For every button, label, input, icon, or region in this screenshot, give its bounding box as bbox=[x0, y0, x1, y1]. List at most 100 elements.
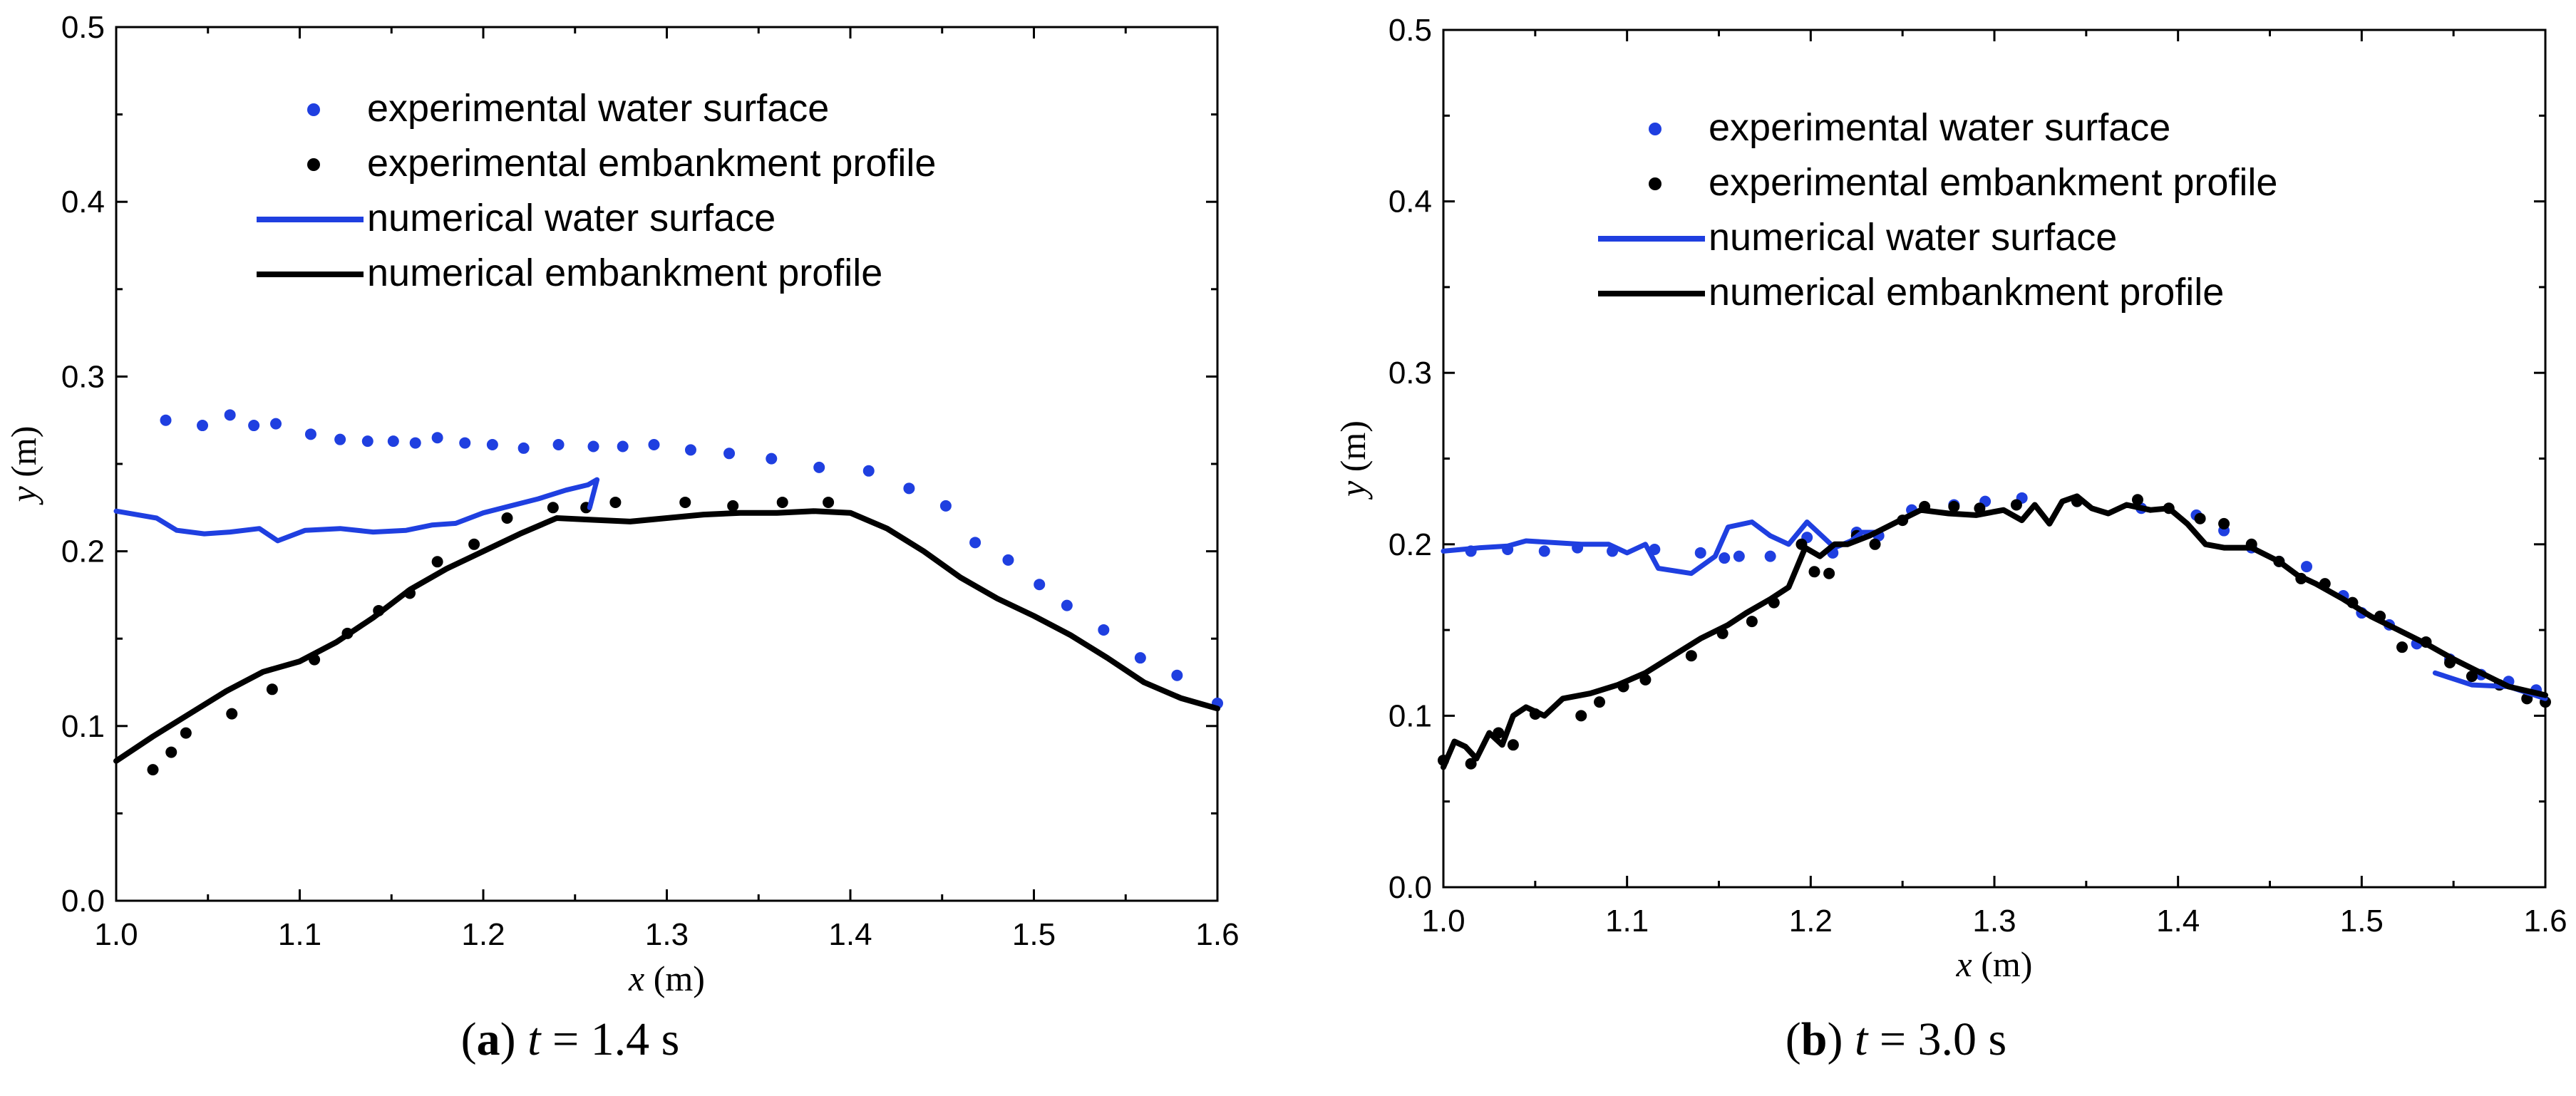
legend-marker-dot bbox=[1649, 177, 1661, 190]
legend-label: experimental water surface bbox=[367, 87, 829, 130]
data-point bbox=[727, 500, 739, 512]
x-tick-label: 1.4 bbox=[2156, 904, 2200, 939]
data-point bbox=[766, 453, 778, 465]
y-axis-label-unit: (m) bbox=[1333, 420, 1373, 481]
data-point bbox=[468, 538, 480, 550]
y-tick-label: 0.3 bbox=[61, 359, 105, 394]
y-tick-label: 0.5 bbox=[1389, 13, 1432, 48]
data-point bbox=[431, 432, 443, 444]
data-point bbox=[1034, 579, 1046, 591]
data-point bbox=[552, 439, 565, 451]
y-tick-label: 0.1 bbox=[1389, 698, 1432, 733]
y-tick-label: 0.2 bbox=[61, 534, 105, 569]
x-axis-label-unit: (m) bbox=[1972, 944, 2033, 984]
panel-caption: (b) t = 3.0 s bbox=[1786, 1013, 2006, 1065]
legend-label: numerical embankment profile bbox=[1709, 271, 2224, 314]
caption-close-paren: ) bbox=[1827, 1013, 1854, 1065]
data-point bbox=[609, 496, 622, 508]
data-point bbox=[334, 433, 346, 445]
x-tick-label: 1.5 bbox=[1012, 917, 1056, 952]
y-tick-label: 0.0 bbox=[61, 884, 105, 919]
caption-letter: b bbox=[1801, 1013, 1828, 1065]
data-point bbox=[1808, 566, 1820, 578]
data-point bbox=[2466, 671, 2478, 683]
plot-frame bbox=[1442, 29, 2547, 889]
data-point bbox=[1134, 652, 1146, 664]
y-axis-label-var: y bbox=[1333, 480, 1373, 500]
legend-label: numerical embankment profile bbox=[367, 252, 882, 294]
x-tick-label: 1.0 bbox=[1421, 904, 1465, 939]
caption-open-paren: ( bbox=[461, 1013, 477, 1065]
x-tick-label: 1.5 bbox=[2340, 904, 2384, 939]
data-point bbox=[823, 496, 835, 508]
x-axis-label-unit: (m) bbox=[644, 958, 705, 998]
data-point bbox=[1694, 547, 1706, 559]
panel-b: 1.0 1.1 1.2 1.3 1.4 1.5 1.6 0.0 0.1 0.2 0.3 0.4 0.5 x… bbox=[1333, 13, 2567, 1065]
data-point bbox=[684, 444, 696, 456]
y-tick-label: 0.1 bbox=[61, 709, 105, 744]
series-line bbox=[1441, 519, 1883, 577]
data-point bbox=[270, 418, 282, 430]
series-experimental-embankment-profile bbox=[147, 496, 835, 776]
data-point bbox=[2218, 517, 2230, 529]
legend-label: experimental embankment profile bbox=[367, 142, 936, 185]
caption-eq: = 3.0 s bbox=[1867, 1013, 2006, 1065]
data-point bbox=[459, 437, 471, 449]
legend-label: experimental water surface bbox=[1709, 106, 2170, 149]
caption-open-paren: ( bbox=[1786, 1013, 1801, 1065]
data-point bbox=[617, 440, 629, 453]
data-point bbox=[1465, 758, 1477, 770]
data-point bbox=[486, 439, 498, 451]
data-point bbox=[723, 448, 736, 460]
caption-close-paren: ) bbox=[500, 1013, 527, 1065]
y-axis-label: y (m) bbox=[4, 426, 43, 506]
y-tick-label: 0.3 bbox=[1389, 356, 1432, 391]
series-line bbox=[113, 477, 600, 544]
data-point bbox=[226, 708, 238, 720]
data-point bbox=[304, 428, 316, 440]
data-point bbox=[1733, 550, 1745, 562]
data-point bbox=[903, 482, 915, 495]
data-point bbox=[1538, 545, 1550, 557]
data-point bbox=[1948, 500, 1960, 512]
panel-caption: (a) t = 1.4 s bbox=[461, 1013, 680, 1065]
data-point bbox=[1869, 538, 1881, 550]
data-point bbox=[361, 435, 373, 448]
data-point bbox=[1746, 616, 1758, 628]
x-tick-label: 1.3 bbox=[645, 917, 689, 952]
data-point bbox=[1719, 552, 1731, 564]
data-point bbox=[1002, 554, 1014, 566]
data-point bbox=[180, 727, 192, 739]
data-point bbox=[862, 465, 875, 477]
x-axis-label-var: x bbox=[1956, 944, 1972, 984]
caption-eq: = 1.4 s bbox=[540, 1013, 679, 1065]
data-point bbox=[547, 502, 559, 514]
y-axis-label-unit: (m) bbox=[4, 426, 43, 487]
x-tick-label: 1.2 bbox=[1789, 904, 1833, 939]
data-point bbox=[587, 440, 599, 453]
data-point bbox=[1685, 650, 1697, 662]
data-point bbox=[266, 683, 278, 696]
data-point bbox=[248, 420, 260, 432]
x-tick-label: 1.3 bbox=[1972, 904, 2016, 939]
data-point bbox=[1171, 669, 1183, 681]
y-tick-label: 0.5 bbox=[61, 10, 105, 45]
legend-label: numerical water surface bbox=[1709, 216, 2117, 259]
x-axis-label: x (m) bbox=[1956, 944, 2033, 984]
data-point bbox=[939, 500, 952, 512]
data-point bbox=[1823, 567, 1835, 579]
data-point bbox=[2194, 512, 2206, 524]
y-axis-label-var: y bbox=[4, 485, 43, 505]
x-tick-label: 1.2 bbox=[461, 917, 505, 952]
data-point bbox=[648, 439, 660, 451]
data-point bbox=[2131, 494, 2143, 506]
legend-label: numerical water surface bbox=[367, 197, 776, 239]
legend-marker-dot bbox=[307, 158, 320, 171]
data-point bbox=[2010, 499, 2022, 511]
caption-letter: a bbox=[477, 1013, 500, 1065]
data-point bbox=[224, 409, 236, 421]
panel-a: 1.0 1.1 1.2 1.3 1.4 1.5 1.6 0.0 0.1 0.2 0.3 0.4 0.5 x… bbox=[4, 10, 1240, 1065]
data-point bbox=[1061, 599, 1073, 611]
data-point bbox=[2301, 561, 2313, 573]
